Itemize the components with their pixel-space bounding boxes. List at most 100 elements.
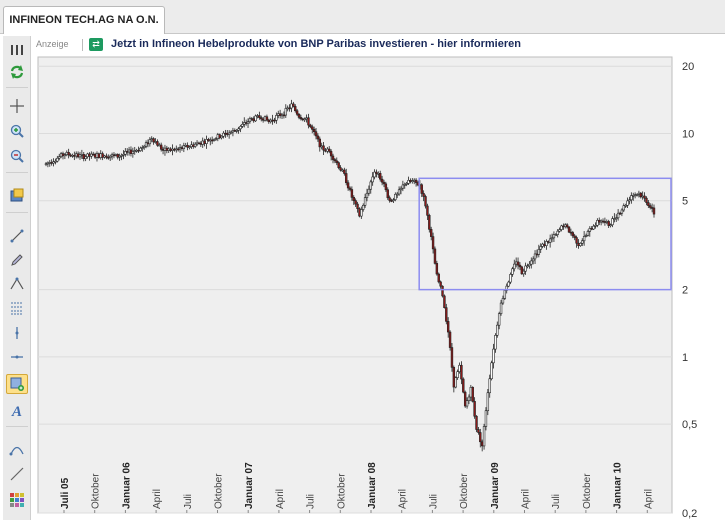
tab-infineon[interactable]: INFINEON TECH.AG NA O.N.: [3, 6, 165, 34]
candle-body: [384, 183, 388, 191]
candle-body: [73, 155, 76, 157]
candle-body: [50, 162, 53, 164]
fibonacci-icon[interactable]: [6, 298, 28, 318]
trendline-icon[interactable]: [6, 464, 28, 484]
candle-body: [339, 167, 342, 171]
candle-body: [396, 193, 399, 196]
columns-icon[interactable]: [6, 40, 28, 60]
candle-body: [547, 241, 550, 243]
candle-body: [582, 236, 586, 242]
candle-body: [609, 224, 612, 227]
candle-body: [392, 199, 395, 201]
candle-body: [243, 122, 246, 125]
candle-body: [586, 231, 590, 236]
candle-body: [626, 200, 629, 206]
candle-body: [571, 232, 575, 237]
candle-body: [335, 160, 338, 163]
candle-body: [652, 207, 656, 215]
arc-tool-icon[interactable]: [6, 439, 28, 459]
candle-body: [439, 281, 442, 287]
refresh-icon[interactable]: [6, 62, 28, 82]
candle-body: [176, 148, 180, 151]
candle-body: [397, 189, 401, 195]
candle-body: [458, 364, 461, 372]
candle-body: [503, 290, 507, 299]
candle-body: [411, 180, 414, 182]
pencil-icon[interactable]: [6, 250, 28, 270]
chart-svg[interactable]: 20 10 5 2 1 0,5 0,2 Juli 05 Oktober Januar 06 Apri…: [36, 55, 725, 520]
candle-body: [222, 132, 225, 137]
text-tool-icon[interactable]: A: [6, 400, 28, 420]
candle-body: [112, 154, 116, 157]
triangle-tool-icon[interactable]: [6, 274, 28, 294]
candle-body: [59, 153, 63, 158]
candle-body: [520, 266, 524, 275]
zoom-out-icon[interactable]: [6, 146, 28, 166]
candle-body: [564, 224, 567, 227]
candle-body: [235, 130, 238, 132]
candle-body: [369, 181, 372, 190]
candle-body: [628, 199, 631, 202]
horizontal-line-icon[interactable]: [6, 347, 28, 367]
candle-body: [435, 263, 439, 275]
candle-body: [88, 153, 91, 157]
candle-body: [250, 118, 254, 120]
candle-body: [311, 126, 314, 130]
candle-body: [125, 151, 129, 153]
x-tick-label: Januar 09: [490, 462, 501, 509]
x-tick-label: Oktober: [336, 473, 347, 509]
candle-body: [299, 117, 303, 120]
candle-body: [86, 153, 89, 158]
candle-body: [80, 154, 84, 156]
price-chart[interactable]: 20 10 5 2 1 0,5 0,2 Juli 05 Oktober Januar 06 Apri…: [36, 55, 725, 520]
candle-body: [61, 153, 65, 157]
candle-body: [412, 179, 416, 182]
x-tick-label: Oktober: [91, 473, 102, 509]
candle-body: [224, 132, 227, 135]
candle-body: [356, 203, 359, 209]
vertical-line-icon[interactable]: [6, 323, 28, 343]
candle-body: [52, 161, 55, 164]
candle-body: [142, 145, 146, 148]
candle-body: [496, 324, 499, 336]
candle-body: [252, 118, 255, 122]
export-icon[interactable]: [6, 186, 28, 206]
candle-body: [354, 200, 357, 205]
candle-body: [394, 193, 397, 200]
candle-body: [284, 108, 288, 116]
crosshair-icon[interactable]: [6, 96, 28, 116]
candle-body: [345, 173, 348, 184]
zoom-in-icon[interactable]: [6, 121, 28, 141]
candle-body: [218, 134, 221, 139]
line-tool-icon[interactable]: [6, 226, 28, 246]
candle-body: [110, 154, 114, 157]
candle-body: [473, 401, 476, 417]
candle-body: [75, 153, 78, 157]
candle-body: [492, 348, 495, 364]
ad-divider: [82, 39, 83, 51]
candle-body: [254, 115, 257, 122]
candle-body: [537, 249, 541, 255]
candle-body: [460, 364, 463, 380]
candle-body: [516, 261, 520, 266]
candle-body: [581, 240, 584, 244]
ad-link[interactable]: Jetzt in Infineon Hebelprodukte von BNP …: [111, 38, 521, 50]
rectangle-tool-icon[interactable]: [6, 374, 28, 394]
y-tick-label: 20: [682, 61, 694, 73]
candle-body: [277, 113, 280, 116]
candle-body: [320, 145, 323, 148]
candle-body: [463, 391, 467, 407]
candle-body: [601, 220, 605, 223]
x-tick-label: Januar 10: [613, 462, 624, 509]
candle-body: [352, 197, 355, 201]
candle-body: [343, 169, 346, 174]
candle-body: [271, 119, 274, 122]
candle-body: [465, 400, 469, 407]
color-grid-icon[interactable]: [6, 490, 28, 510]
candle-body: [122, 154, 125, 156]
candle-body: [244, 122, 248, 124]
x-tick-label: April: [275, 489, 286, 509]
candle-body: [175, 148, 178, 151]
candle-body: [428, 215, 431, 230]
candle-body: [443, 295, 446, 308]
